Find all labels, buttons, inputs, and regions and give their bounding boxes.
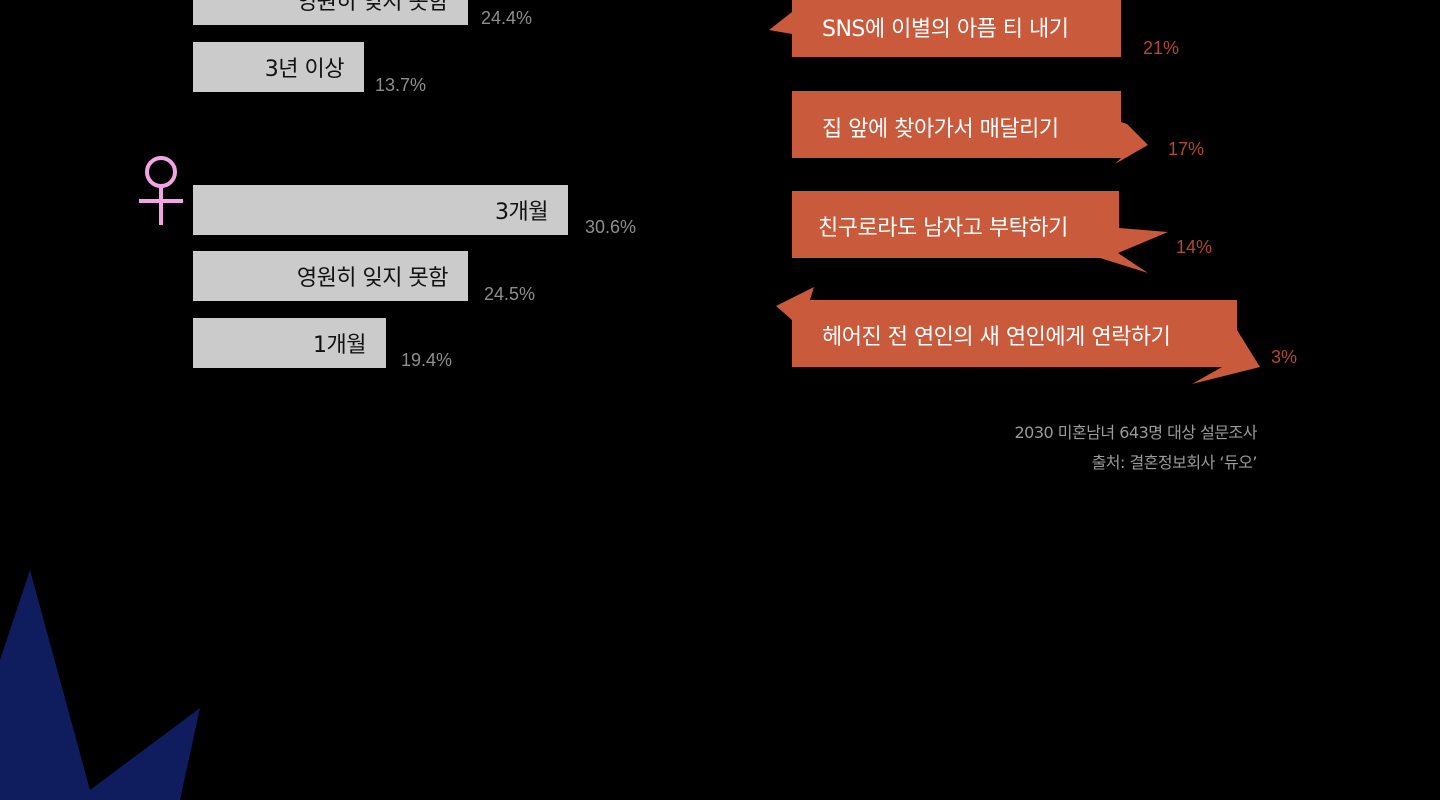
speech-bubble: [776, 287, 1260, 384]
bar-value-label: 24.4%: [481, 8, 533, 28]
bar-label: 1개월: [313, 333, 366, 358]
bar-value-label: 30.6%: [585, 217, 637, 237]
bubble-label: 집 앞에 찾아가서 매달리기: [822, 117, 1059, 142]
bar-label: 영원히 잊지 못함: [296, 266, 449, 291]
bubble-value-label: 3%: [1271, 347, 1298, 367]
speech-bubble: [792, 91, 1148, 164]
bubble-label: 친구로라도 남자고 부탁하기: [818, 216, 1068, 241]
survey-note: 2030 미혼남녀 643명 대상 설문조사: [1014, 423, 1257, 442]
bar-label: 3개월: [495, 200, 548, 225]
bar-value-label: 13.7%: [375, 75, 427, 95]
bubble-value-label: 17%: [1168, 139, 1205, 159]
chart-bar: 3년 이상: [193, 42, 364, 92]
source-note: 출처: 결혼정보회사 ‘듀오’: [1091, 453, 1258, 472]
chart-bar: 3개월: [193, 185, 568, 235]
bar-value-label: 24.5%: [484, 284, 536, 304]
chart-bar: 영원히 잊지 못함: [193, 0, 468, 25]
speech-bubble: [792, 191, 1168, 273]
chart-bar: 1개월: [193, 318, 386, 368]
bubble-label: SNS에 이별의 아픔 티 내기: [822, 17, 1069, 42]
bar-value-label: 19.4%: [401, 350, 453, 370]
bubble-label: 헤어진 전 연인의 새 연인에게 연락하기: [822, 325, 1171, 350]
chart-bar: 영원히 잊지 못함: [193, 251, 468, 301]
bubble-value-label: 14%: [1176, 237, 1213, 257]
bubble-value-label: 21%: [1143, 38, 1180, 58]
bar-label: 영원히 잊지 못함: [296, 0, 449, 15]
bar-label: 3년 이상: [264, 57, 345, 82]
speech-bubble: [769, 0, 1121, 57]
